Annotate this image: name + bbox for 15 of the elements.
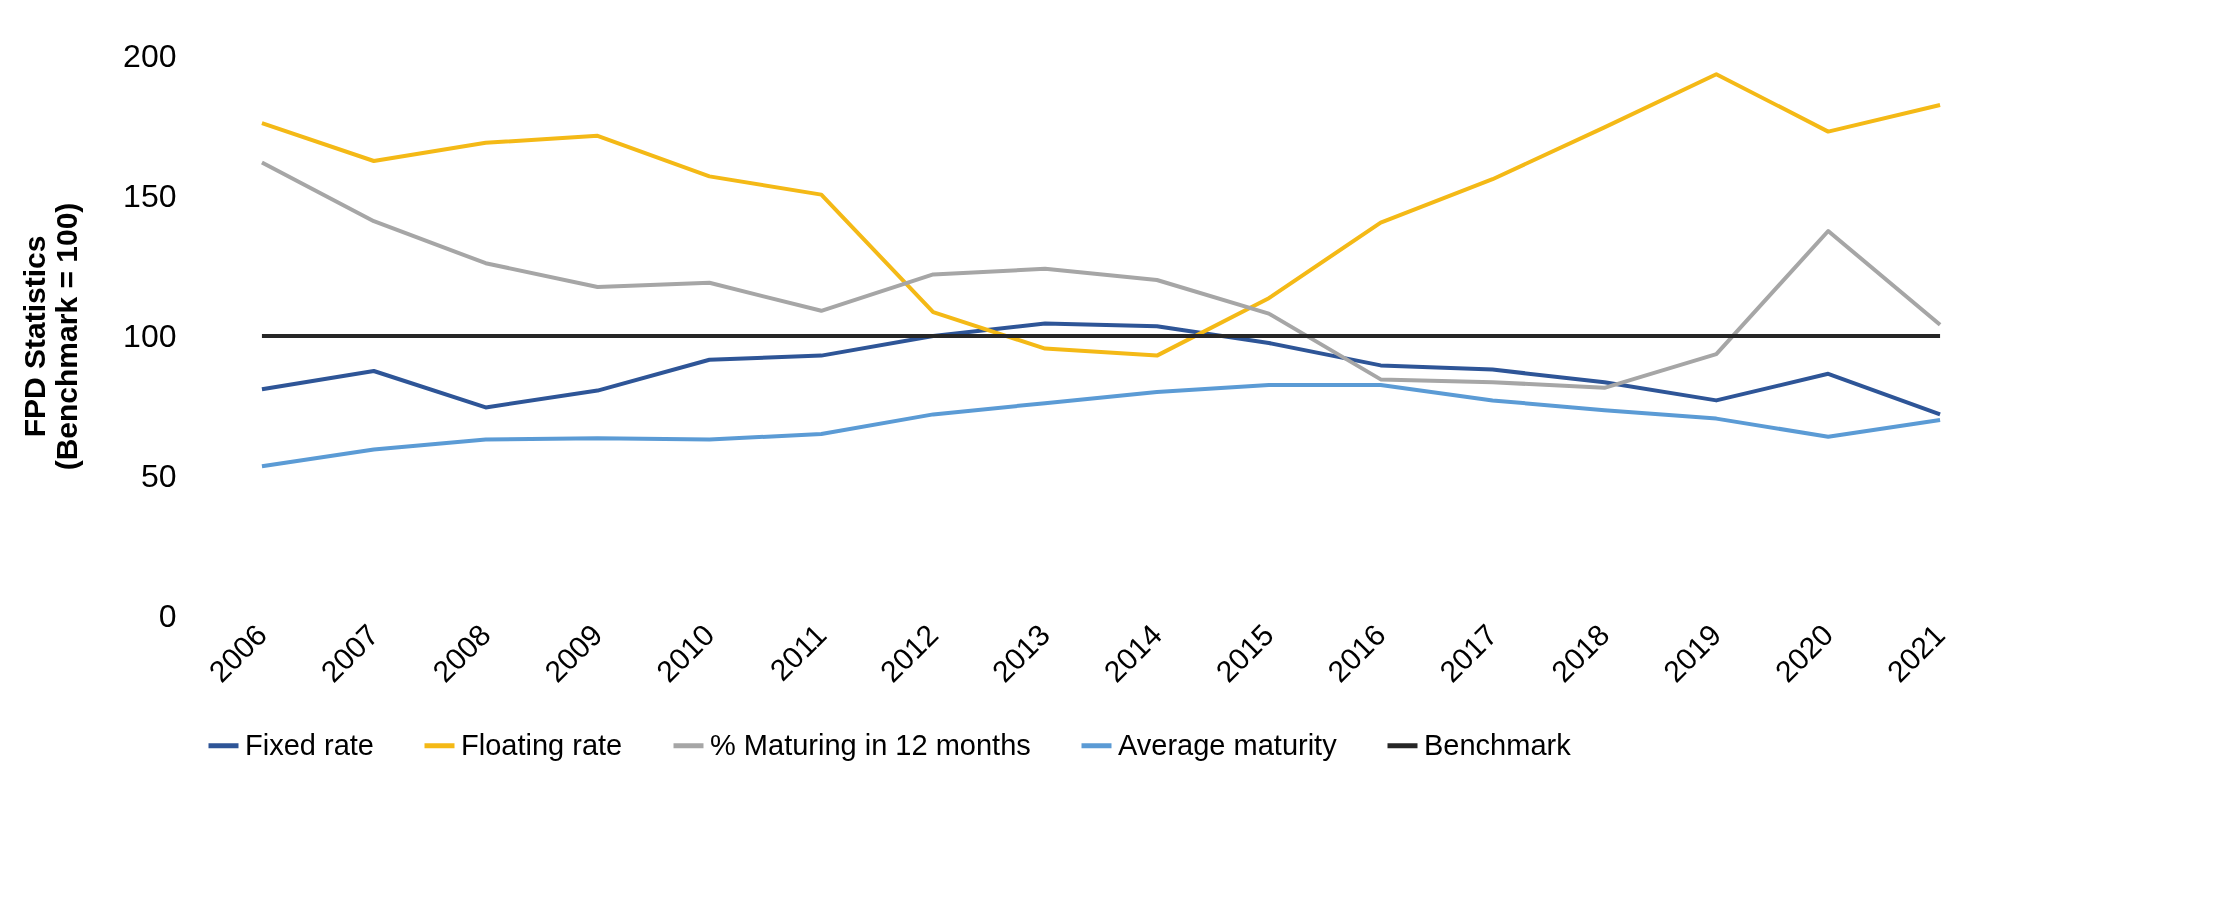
y-tick-label: 200 [123,37,177,74]
y-tick-label: 50 [140,457,177,494]
y-tick-label: 0 [158,597,177,634]
y-tick-label: 150 [123,177,177,214]
y-tick-label: 100 [123,317,177,354]
legend-label: % Maturing in 12 months [710,728,1031,761]
line-series [259,383,1943,469]
legend-label: Fixed rate [245,728,374,761]
legend-label: Benchmark [1424,728,1572,761]
line-series [259,160,1943,390]
y-axis-title: FPD Statistics (Benchmark = 100) [18,202,84,471]
legend-label: Floating rate [461,728,623,761]
line-series [259,72,1943,358]
line-series [259,321,1943,417]
legend-label: Average maturity [1118,728,1338,761]
